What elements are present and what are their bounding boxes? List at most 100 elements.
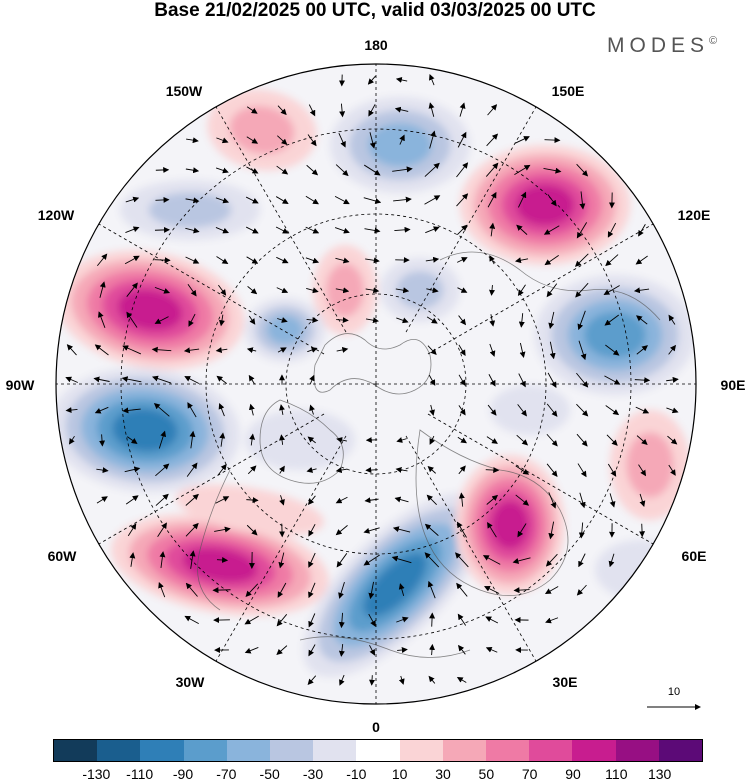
colorbar-swatch	[615, 740, 659, 761]
wind-vector-arrow	[458, 465, 466, 475]
wind-vector-arrow	[186, 462, 198, 477]
wind-vector-arrow	[456, 162, 469, 178]
colorbar-swatch	[399, 740, 443, 761]
wind-vector-arrow	[245, 196, 259, 204]
colorbar-tick-label: -110	[126, 766, 154, 782]
lon-label-120w: 120W	[38, 207, 75, 223]
wind-vector-arrow	[96, 467, 109, 474]
anomaly-contour	[363, 553, 427, 617]
colorbar-ticks: -130 -110 -90 -70 -50 -30 -10 10 30 50 70 90 110 130	[53, 766, 703, 783]
wind-vector-arrow	[489, 255, 495, 265]
meridian-line	[215, 106, 347, 333]
wind-vector-arrow	[369, 132, 376, 149]
wind-vector-arrow	[457, 644, 466, 655]
brand-copyright-mark: ©	[709, 35, 718, 47]
wind-vector-arrow	[212, 587, 231, 594]
wind-vector-arrow	[605, 405, 620, 416]
wind-vector-arrow	[577, 310, 586, 331]
wind-vector-arrow	[244, 615, 259, 625]
wind-vector-arrow	[246, 256, 259, 264]
wind-vector-arrow	[392, 166, 413, 173]
wind-vector-arrow	[393, 196, 412, 203]
wind-vector-arrow	[457, 257, 468, 263]
colorbar-tick-label: 50	[478, 766, 495, 782]
wind-vector-arrow	[394, 226, 411, 233]
wind-vector-arrow	[187, 284, 197, 297]
wind-vector-arrow	[486, 133, 499, 147]
wind-vector-arrow	[516, 224, 528, 235]
wind-vector-arrow	[248, 374, 256, 385]
wind-vector-arrow	[155, 166, 170, 173]
wind-vector-arrow	[216, 375, 228, 385]
wind-vector-arrow	[519, 342, 526, 358]
wind-vector-arrow	[575, 282, 589, 298]
wind-vector-arrow	[396, 437, 407, 443]
wind-vector-arrow	[517, 191, 527, 208]
wind-vector-arrow	[666, 407, 679, 414]
wind-vector-arrow	[309, 404, 315, 415]
wind-vector-arrow	[307, 675, 317, 686]
colorbar-tick-label: 30	[435, 766, 451, 782]
wind-vector-arrow	[666, 376, 679, 383]
colorbar-tick-label: 10	[391, 766, 408, 782]
wind-vector-arrow	[215, 167, 229, 174]
wind-vector-arrow	[489, 343, 496, 357]
wind-vector-arrow	[638, 464, 647, 477]
wind-vector-arrow	[335, 164, 349, 177]
wind-vector-arrow	[65, 407, 78, 414]
wind-vector-arrow	[275, 226, 289, 234]
wind-vector-arrow	[392, 526, 411, 533]
wind-vector-arrow	[276, 165, 289, 175]
wind-vector-arrow	[365, 257, 380, 264]
wind-vector-arrow	[277, 135, 288, 145]
wind-vector-arrow	[513, 587, 530, 594]
wind-vector-arrow	[457, 613, 467, 626]
wind-vector-arrow	[159, 551, 166, 568]
wind-vector-arrow	[279, 495, 285, 506]
colorbar-tick-label: -50	[259, 766, 280, 782]
wind-vector-arrow	[482, 555, 501, 565]
wind-vector-arrow	[424, 523, 439, 536]
wind-vector-arrow	[424, 195, 441, 205]
map-boundary	[55, 63, 697, 705]
wind-vector-arrow	[458, 344, 466, 356]
wind-vector-arrow	[514, 164, 531, 175]
wind-vector-arrow	[364, 227, 381, 234]
colorbar-swatch	[54, 740, 98, 761]
anomaly-contour	[245, 410, 355, 470]
wind-vector-arrow	[576, 433, 588, 447]
wind-vector-arrow	[276, 256, 289, 264]
colorbar-swatch	[270, 740, 314, 761]
wind-vector-arrow	[546, 403, 558, 417]
wind-vector-arrow	[218, 314, 225, 327]
wind-vector-arrow	[308, 644, 316, 657]
wind-vector-arrow	[99, 281, 106, 298]
wind-vector-arrow	[308, 104, 316, 117]
wind-vector-arrow	[457, 287, 468, 293]
wind-vector-arrow	[365, 287, 380, 294]
wind-vector-arrow	[576, 403, 589, 417]
wind-vector-arrow	[185, 197, 200, 204]
wind-vector-arrow	[518, 313, 525, 328]
wind-vector-arrow	[546, 433, 558, 447]
wind-vector-arrow	[154, 257, 171, 264]
wind-vector-arrow	[306, 287, 319, 294]
wind-vector-arrow	[158, 430, 167, 449]
colorbar-tick-label: -130	[82, 766, 111, 782]
wind-vector-arrow	[428, 675, 436, 684]
wind-vector-arrow	[544, 255, 559, 266]
wind-vector-arrow	[276, 645, 288, 656]
wind-vector-arrow	[488, 374, 496, 387]
wind-vector-arrow	[363, 554, 380, 566]
wind-vector-arrow	[458, 405, 466, 416]
anomaly-contour	[595, 540, 685, 600]
wind-vector-arrow	[277, 347, 287, 353]
anomaly-contour	[396, 271, 444, 309]
anomaly-contour	[515, 184, 575, 226]
wind-vector-arrow	[122, 407, 141, 414]
colorbar-swatch	[486, 740, 530, 761]
wind-vector-arrow	[308, 552, 316, 568]
wind-vector-arrow	[189, 430, 196, 449]
wind-vector-arrow	[336, 346, 349, 353]
wind-vector-arrow	[429, 612, 436, 627]
